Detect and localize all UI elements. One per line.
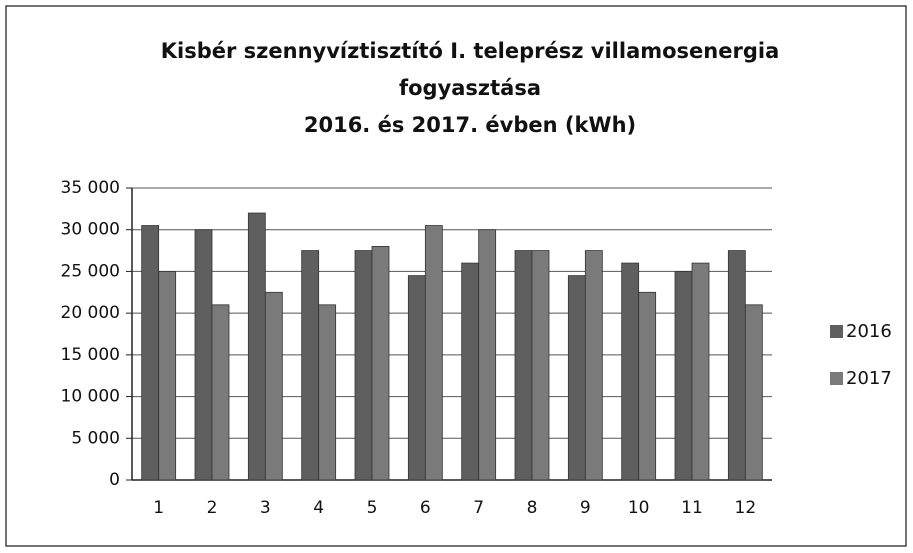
x-tick-label: 12 [735, 498, 757, 518]
chart-title: Kisbér szennyvíztisztító I. teleprész vi… [161, 39, 780, 63]
x-tick-label: 8 [527, 498, 538, 518]
y-tick-label: 30 000 [61, 220, 120, 240]
y-tick-label: 25 000 [61, 261, 120, 281]
bar [638, 291, 657, 481]
legend-label: 2017 [846, 368, 892, 389]
x-tick-label: 7 [473, 498, 484, 518]
y-tick-label: 15 000 [61, 345, 120, 365]
x-tick-label: 10 [628, 498, 650, 518]
chart-title: 2016. és 2017. évben (kWh) [304, 113, 636, 137]
y-tick-label: 0 [109, 470, 120, 490]
y-tick-label: 5 000 [71, 428, 120, 448]
legend-swatch [830, 372, 843, 385]
bar [621, 262, 640, 481]
bar [674, 271, 693, 481]
x-tick-label: 2 [207, 498, 218, 518]
bar [461, 262, 480, 481]
chart-frame [5, 5, 907, 547]
y-tick-label: 10 000 [61, 387, 120, 407]
x-tick-label: 3 [260, 498, 271, 518]
bar [478, 229, 497, 481]
bar [264, 291, 283, 481]
x-tick-label: 5 [367, 498, 378, 518]
x-tick-label: 1 [153, 498, 164, 518]
bar [424, 225, 443, 481]
bar [247, 212, 266, 481]
chart-title: fogyasztása [399, 76, 541, 100]
bar [407, 275, 426, 481]
legend-label: 2016 [846, 321, 892, 342]
bar [567, 275, 586, 481]
bar [141, 225, 160, 481]
x-tick-label: 11 [681, 498, 703, 518]
y-tick-label: 35 000 [61, 178, 120, 198]
x-tick-label: 6 [420, 498, 431, 518]
bar [211, 304, 230, 481]
bar [194, 229, 213, 481]
y-tick-label: 20 000 [61, 303, 120, 323]
bar [514, 250, 533, 481]
bar [584, 250, 603, 481]
bar [301, 250, 320, 481]
bar [531, 250, 550, 481]
bar [158, 271, 177, 481]
bar [318, 304, 337, 481]
bar [691, 262, 710, 481]
legend-swatch [830, 325, 843, 338]
bar [354, 250, 373, 481]
bar [744, 304, 763, 481]
x-tick-label: 4 [313, 498, 324, 518]
bar [371, 245, 390, 481]
x-tick-label: 9 [580, 498, 591, 518]
bar [727, 250, 746, 481]
